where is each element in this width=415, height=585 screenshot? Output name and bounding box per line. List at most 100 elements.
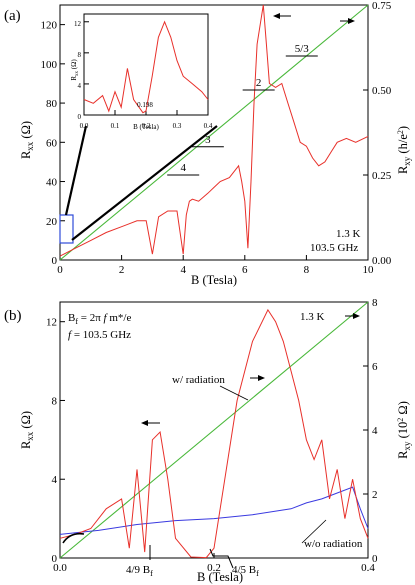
panel-a-x-axis-label: B (Tesla) bbox=[191, 273, 237, 287]
panel-a-y-left-ticks: 0 20 40 60 80 100 120 bbox=[41, 20, 65, 267]
inset-y-axis-label: Rxx (Ω) bbox=[70, 59, 80, 81]
panel-a-x-tick-label: 2 bbox=[119, 264, 125, 276]
panel-a-rxy-line bbox=[59, 4, 369, 261]
panel-b-y-left-label-text: Rxx (Ω) bbox=[19, 411, 35, 449]
panel-a-y-left-tick-label: 100 bbox=[41, 59, 58, 71]
panel-a-y-right-tick-label: 0.00 bbox=[372, 255, 392, 267]
panel-b-y-right-tick-label: 6 bbox=[372, 361, 378, 373]
panel-a-frame bbox=[59, 4, 369, 261]
panel-b-label: (b) bbox=[4, 308, 22, 324]
panel-b-formula: Bf = 2π f m*/e bbox=[68, 312, 131, 326]
inset-x-tick-label: 0.2 bbox=[142, 122, 151, 130]
panel-b-y-left-ticks: 0 4 8 12 bbox=[46, 317, 65, 565]
panel-a-y-left-tick-label: 60 bbox=[46, 137, 58, 149]
label-without-radiation: w/o radiation bbox=[304, 538, 363, 550]
pointer-without-radiation bbox=[301, 519, 327, 544]
inset-ticks: 0.0 0.1 0.2 0.3 0.4 0 4 8 12 bbox=[74, 20, 213, 130]
panel-a-x-tick-label: 6 bbox=[242, 264, 248, 276]
panel-b-right-axis-arrow-lower bbox=[250, 375, 265, 381]
panel-a-right-axis-arrow bbox=[340, 18, 355, 24]
marker-4-5-bf-label: 4/5 Bf bbox=[232, 564, 259, 578]
inset-x-axis-label: B (Tesla) bbox=[133, 123, 159, 131]
inset-x-tick-label: 0.3 bbox=[173, 122, 182, 130]
panel-a-x-tick-label: 4 bbox=[180, 264, 186, 276]
label-with-radiation: w/ radiation bbox=[172, 374, 225, 386]
panel-b-x-tick-label: 0.0 bbox=[53, 562, 67, 574]
marker-4-9-bf-label: 4/9 Bf bbox=[126, 564, 153, 578]
panel-b-with-radiation-line bbox=[59, 308, 369, 559]
plateau-2-label: 2 bbox=[256, 77, 262, 89]
panel-a-y-right-ticks: 0.00 0.25 0.50 0.75 bbox=[363, 0, 392, 267]
panel-b-y-right-tick-label: 2 bbox=[372, 489, 378, 501]
panel-b-without-radiation-line bbox=[59, 486, 369, 535]
panel-b-temperature: 1.3 K bbox=[300, 311, 325, 323]
panel-a-x-tick-label: 0 bbox=[57, 264, 63, 276]
plateau-5/3-label: 5/3 bbox=[295, 43, 310, 55]
inset-y-tick-label: 12 bbox=[74, 20, 82, 28]
panel-a-y-left-tick-label: 40 bbox=[46, 177, 58, 189]
panel-b-low-field-arrow bbox=[62, 532, 85, 544]
panel-a-y-left-tick-label: 0 bbox=[52, 255, 58, 267]
panel-b-y-left-tick-label: 8 bbox=[52, 395, 58, 407]
panel-b-frequency: f = 103.5 GHz bbox=[68, 329, 131, 341]
panel-b-x-axis-label: B (Tesla) bbox=[197, 570, 243, 584]
panel-a-y-left-tick-label: 120 bbox=[41, 20, 58, 32]
panel-b-y-left-tick-label: 4 bbox=[52, 474, 58, 486]
panel-b-y-right-tick-label: 0 bbox=[372, 553, 378, 565]
panel-b-x-ticks: 0.0 0.2 0.4 bbox=[53, 553, 375, 574]
panel-a-zoom-line-upper bbox=[64, 125, 88, 216]
panel-a-y-left-label: Rxx (Ω) bbox=[19, 121, 35, 159]
panel-b-right-axis-arrow bbox=[345, 313, 360, 319]
panel-a-label: (a) bbox=[4, 8, 21, 24]
panel-a-y-right-label: Rxy (h/e2) bbox=[396, 126, 412, 174]
plateau-4-label: 4 bbox=[180, 162, 186, 174]
panel-b-y-right-tick-label: 4 bbox=[372, 425, 378, 437]
panel-a-y-left-label-text: Rxx (Ω) bbox=[19, 121, 35, 159]
panel-a-y-right-tick-label: 0.75 bbox=[372, 0, 392, 12]
panel-a-x-tick-label: 10 bbox=[363, 264, 375, 276]
inset-frame bbox=[83, 13, 209, 116]
panel-b-y-right-ticks: 0 2 4 6 8 bbox=[363, 297, 378, 565]
panel-a-rxx-line bbox=[59, 4, 369, 257]
panel-b-x-tick-label: 0.4 bbox=[361, 562, 375, 574]
panel-b: (b) 0.0 0.2 0.4 0 4 8 12 0 2 4 6 8 B (Tesla) Rxx … bbox=[4, 297, 412, 584]
panel-b-y-right-tick-label: 8 bbox=[372, 297, 378, 309]
panel-a-series bbox=[59, 4, 369, 261]
panel-b-rxy-line bbox=[59, 301, 369, 559]
panel-a-y-right-tick-label: 0.50 bbox=[372, 85, 392, 97]
marker-4-9-bf: 4/9 Bf bbox=[126, 545, 153, 578]
panel-a-temperature: 1.3 K bbox=[336, 228, 361, 240]
inset-marker-label: 0.198 bbox=[137, 101, 153, 109]
panel-b-y-left-tick-label: 0 bbox=[52, 553, 58, 565]
panel-b-y-right-label: Rxy (102 Ω) bbox=[396, 401, 412, 459]
panel-b-y-left-label: Rxx (Ω) bbox=[19, 411, 35, 449]
panel-b-y-right-label-text: Rxy (102 Ω) bbox=[396, 401, 412, 459]
inset-y-tick-label: 8 bbox=[78, 51, 82, 59]
plateau-3-label: 3 bbox=[205, 134, 211, 146]
inset-y-tick-label: 4 bbox=[78, 82, 82, 90]
inset-x-tick-label: 0.4 bbox=[204, 122, 213, 130]
pointer-with-radiation bbox=[219, 385, 249, 401]
panel-a-y-right-label-text: Rxy (h/e2) bbox=[396, 126, 412, 174]
panel-a-inset: 0.0 0.1 0.2 0.3 0.4 0 4 8 12 B (Tesla) Rxx (Ω) 0… bbox=[70, 13, 213, 131]
panel-b-series bbox=[59, 301, 369, 559]
panel-a-plateau-labels: 4 3 2 5/3 bbox=[167, 43, 318, 176]
panel-a-x-tick-label: 8 bbox=[304, 264, 310, 276]
panel-a-y-right-tick-label: 0.25 bbox=[372, 170, 392, 182]
marker-4-5-bf: 4/5 Bf bbox=[209, 548, 259, 578]
panel-b-x-tick-label: 0.2 bbox=[207, 562, 221, 574]
panel-a-y-left-tick-label: 80 bbox=[46, 98, 58, 110]
panel-a: (a) 0 2 4 6 8 10 0 20 40 60 80 100 120 0.00 0.25 0.50… bbox=[4, 0, 412, 287]
panel-a-left-axis-arrow bbox=[273, 13, 291, 19]
inset-series bbox=[83, 20, 209, 114]
inset-x-tick-label: 0.0 bbox=[80, 122, 89, 130]
panel-a-zoom-box bbox=[59, 214, 74, 244]
panel-a-frequency: 103.5 GHz bbox=[310, 242, 358, 254]
inset-rxx-line bbox=[83, 20, 209, 114]
panel-a-y-left-tick-label: 20 bbox=[46, 216, 58, 228]
inset-x-tick-label: 0.1 bbox=[111, 122, 120, 130]
panel-a-zoom-line-lower bbox=[71, 125, 218, 241]
panel-b-left-axis-arrow bbox=[141, 420, 160, 426]
panel-b-y-left-tick-label: 12 bbox=[46, 317, 57, 329]
